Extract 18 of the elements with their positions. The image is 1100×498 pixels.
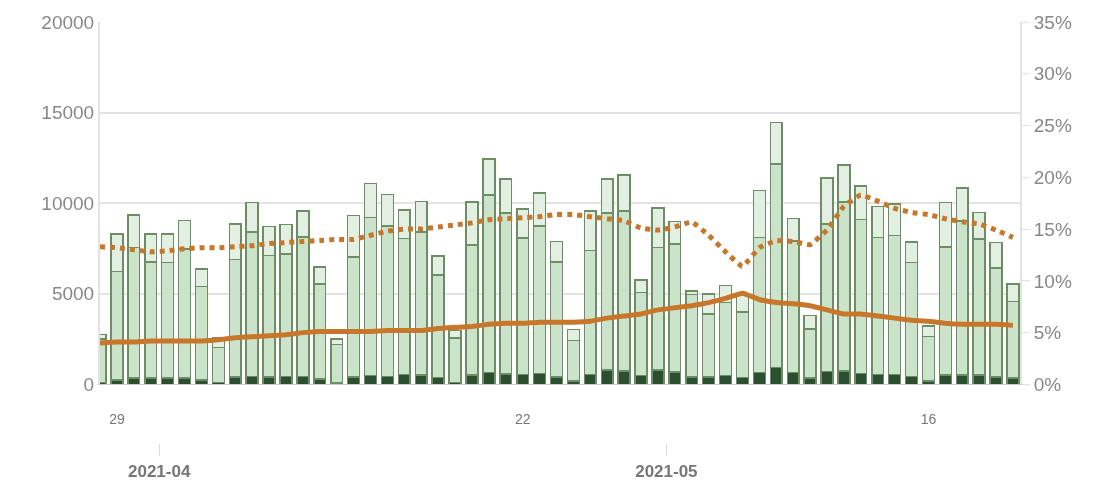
y2-tick-label: 35%	[1033, 11, 1072, 33]
y2-tick-label: 5%	[1033, 322, 1062, 344]
y2-tick-label: 0%	[1033, 374, 1062, 396]
y2-tick-label: 25%	[1033, 115, 1072, 137]
y-tick-label: 10000	[41, 192, 95, 214]
x-tick-label: 16	[920, 411, 937, 428]
y-tick-label: 20000	[41, 11, 95, 33]
y2-tick-label: 15%	[1033, 218, 1072, 240]
y-tick-label: 0	[83, 374, 95, 396]
y2-tick-label: 30%	[1033, 63, 1072, 85]
y-tick-label: 5000	[51, 283, 95, 305]
x2-tick-label: 2021-04	[127, 461, 191, 481]
y2-tick-label: 10%	[1033, 270, 1072, 292]
x2-tick-label: 2021-05	[635, 461, 698, 481]
y-tick-label: 15000	[41, 102, 95, 124]
x-tick-label: 22	[514, 411, 531, 428]
x-tick-label: 29	[109, 411, 125, 428]
y2-tick-label: 20%	[1033, 166, 1072, 188]
